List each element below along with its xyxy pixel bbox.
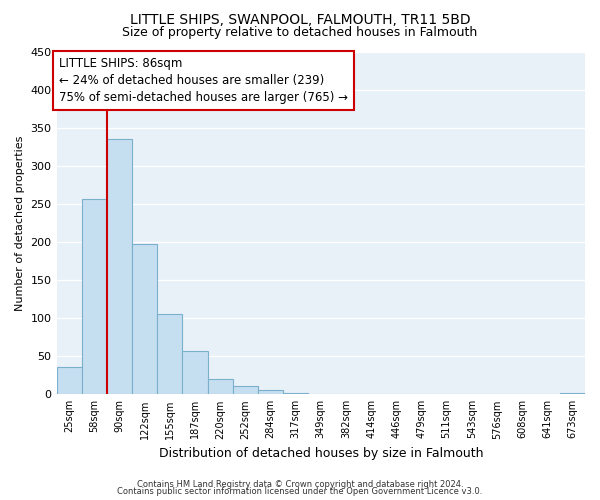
- Bar: [233, 386, 258, 394]
- Bar: [107, 139, 132, 394]
- Bar: [560, 393, 585, 394]
- X-axis label: Distribution of detached houses by size in Falmouth: Distribution of detached houses by size …: [158, 447, 483, 460]
- Text: Size of property relative to detached houses in Falmouth: Size of property relative to detached ho…: [122, 26, 478, 39]
- Bar: [157, 314, 182, 394]
- Text: LITTLE SHIPS: 86sqm
← 24% of detached houses are smaller (239)
75% of semi-detac: LITTLE SHIPS: 86sqm ← 24% of detached ho…: [59, 56, 348, 104]
- Bar: [283, 393, 308, 394]
- Bar: [182, 351, 208, 395]
- Bar: [56, 367, 82, 394]
- Bar: [258, 390, 283, 394]
- Text: Contains HM Land Registry data © Crown copyright and database right 2024.: Contains HM Land Registry data © Crown c…: [137, 480, 463, 489]
- Bar: [82, 200, 107, 394]
- Y-axis label: Number of detached properties: Number of detached properties: [15, 135, 25, 310]
- Bar: [132, 244, 157, 394]
- Bar: [208, 379, 233, 394]
- Text: LITTLE SHIPS, SWANPOOL, FALMOUTH, TR11 5BD: LITTLE SHIPS, SWANPOOL, FALMOUTH, TR11 5…: [130, 12, 470, 26]
- Text: Contains public sector information licensed under the Open Government Licence v3: Contains public sector information licen…: [118, 488, 482, 496]
